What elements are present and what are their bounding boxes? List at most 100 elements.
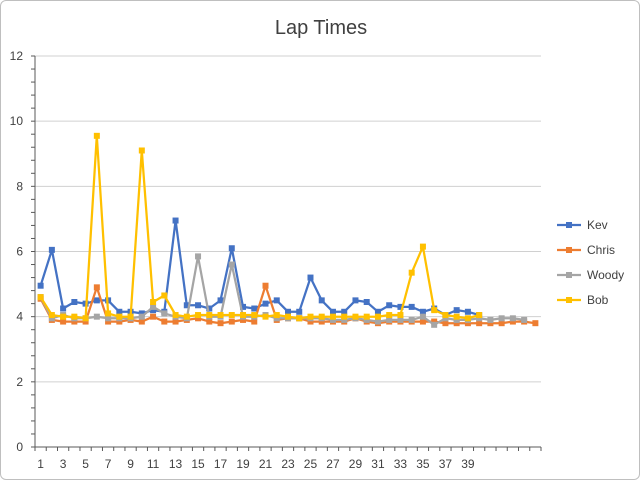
legend-label: Chris xyxy=(587,243,615,257)
data-point xyxy=(183,313,190,320)
data-point xyxy=(37,282,44,289)
data-point xyxy=(341,313,348,320)
data-point xyxy=(453,307,460,314)
data-point xyxy=(408,303,415,310)
data-point xyxy=(374,318,381,325)
x-tick-label: 23 xyxy=(281,457,295,471)
data-point xyxy=(397,312,404,319)
data-point xyxy=(285,313,291,320)
y-axis-ticks: 0 2 4 6 8 10 12 xyxy=(10,49,24,454)
data-point xyxy=(487,316,494,323)
data-point xyxy=(138,147,145,154)
legend-marker xyxy=(566,297,572,303)
data-point xyxy=(464,308,471,315)
data-point xyxy=(431,307,438,314)
y-tick-label: 6 xyxy=(16,245,23,259)
chart-title: Lap Times xyxy=(275,17,367,39)
data-point xyxy=(206,305,213,312)
data-point xyxy=(116,318,123,325)
data-point xyxy=(386,302,393,309)
data-point xyxy=(341,316,348,323)
y-tick-label: 12 xyxy=(10,49,24,63)
data-point xyxy=(172,318,179,325)
data-point xyxy=(318,313,325,320)
data-point xyxy=(195,312,202,319)
x-tick-label: 35 xyxy=(416,457,430,471)
data-point xyxy=(93,313,100,320)
data-point xyxy=(150,307,157,314)
data-point xyxy=(464,315,471,322)
data-point xyxy=(453,316,460,323)
data-point xyxy=(419,313,426,320)
legend-item-woody: Woody xyxy=(557,268,624,282)
data-point xyxy=(307,313,314,320)
data-point xyxy=(498,320,505,327)
data-point xyxy=(363,313,370,320)
data-point xyxy=(374,308,381,315)
data-point xyxy=(82,318,89,325)
x-tick-label: 1 xyxy=(37,457,44,471)
data-point xyxy=(251,318,258,325)
x-tick-label: 27 xyxy=(326,457,340,471)
data-point xyxy=(161,310,168,317)
x-tick-label: 5 xyxy=(82,457,89,471)
legend-marker xyxy=(566,272,572,278)
series-bob xyxy=(37,132,483,322)
data-point xyxy=(217,297,224,304)
legend-marker xyxy=(566,247,572,253)
data-point xyxy=(82,315,89,322)
data-point xyxy=(509,315,516,322)
data-point xyxy=(318,297,325,304)
data-point xyxy=(487,320,494,327)
legend: Kev Chris Woody Bob xyxy=(557,218,624,307)
data-point xyxy=(105,318,112,325)
data-point xyxy=(476,312,483,319)
y-tick-label: 2 xyxy=(16,375,23,389)
data-point xyxy=(363,299,370,306)
data-point xyxy=(116,308,123,315)
data-point xyxy=(206,312,213,319)
data-point xyxy=(150,313,157,320)
data-point xyxy=(419,243,426,250)
y-tick-label: 4 xyxy=(16,310,23,324)
data-point xyxy=(329,316,336,323)
data-point xyxy=(318,318,325,325)
data-point xyxy=(228,245,235,252)
y-tick-label: 8 xyxy=(16,179,23,193)
data-point xyxy=(352,297,359,304)
data-point xyxy=(262,282,269,289)
x-tick-label: 25 xyxy=(304,457,318,471)
x-axis-ticks: 1 3 5 7 9 11 13 15 17 19 21 23 25 27 29 31 33 35 37 39 xyxy=(37,457,475,471)
data-point xyxy=(408,269,415,276)
legend-marker xyxy=(566,222,572,228)
x-tick-label: 31 xyxy=(371,457,385,471)
legend-label: Kev xyxy=(587,218,608,232)
series-line xyxy=(39,134,480,320)
data-point xyxy=(217,320,224,327)
data-point xyxy=(71,299,78,306)
data-point xyxy=(329,313,336,320)
data-point xyxy=(48,315,55,322)
data-point xyxy=(262,300,269,307)
data-point xyxy=(93,297,100,304)
data-point xyxy=(431,318,438,325)
data-point xyxy=(442,315,449,322)
data-point xyxy=(37,294,44,301)
x-tick-label: 17 xyxy=(214,457,228,471)
x-tick-label: 19 xyxy=(236,457,250,471)
data-point xyxy=(93,284,100,291)
data-point xyxy=(296,308,303,315)
data-point xyxy=(195,302,202,309)
data-point xyxy=(161,292,168,299)
data-point xyxy=(273,312,280,319)
data-point xyxy=(93,132,100,139)
data-point xyxy=(498,315,505,322)
data-point xyxy=(386,316,393,323)
x-tick-label: 3 xyxy=(60,457,67,471)
data-point xyxy=(329,308,336,315)
legend-label: Woody xyxy=(587,268,624,282)
data-point xyxy=(48,246,55,253)
data-point xyxy=(150,299,157,306)
data-point xyxy=(240,316,247,323)
gridlines xyxy=(35,55,541,383)
